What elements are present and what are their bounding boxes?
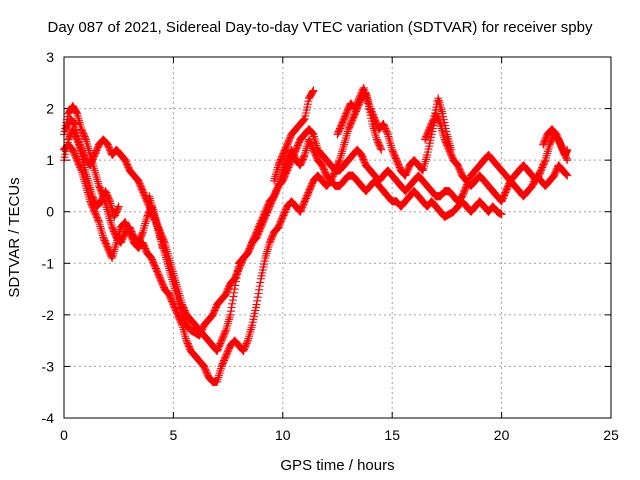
x-tick-label: 5: [170, 427, 178, 443]
series-track-d: [62, 83, 572, 252]
data-point: [228, 299, 237, 308]
data-point: [273, 183, 282, 192]
x-axis-label: GPS time / hours: [280, 457, 394, 474]
data-point: [243, 338, 252, 347]
y-tick-label: 0: [46, 204, 54, 220]
data-point: [335, 157, 344, 166]
plot-frame: [63, 56, 612, 419]
y-tick-label: 2: [46, 101, 54, 117]
data-point: [254, 289, 263, 298]
data-point: [253, 296, 262, 305]
y-tick-label: 3: [46, 49, 54, 65]
data-point: [383, 128, 392, 137]
x-tick-label: 25: [603, 427, 619, 443]
data-point: [114, 202, 123, 211]
data-point: [69, 118, 78, 127]
data-point: [230, 285, 239, 294]
data-point: [72, 108, 81, 117]
data-point: [177, 319, 186, 328]
data-point: [447, 145, 456, 154]
data-point: [497, 210, 506, 219]
data-point: [561, 170, 570, 179]
data-point: [308, 87, 317, 96]
data-point: [563, 171, 572, 180]
x-tick-label: 20: [494, 427, 510, 443]
data-point: [309, 86, 318, 95]
x-tick-label: 10: [275, 427, 291, 443]
data-series: [60, 83, 572, 386]
data-point: [232, 274, 241, 283]
y-tick-labels: -4 -3 -2 -1 0 1 2 3: [42, 49, 55, 426]
series-track-b: [60, 89, 572, 386]
data-point: [233, 270, 242, 279]
y-tick-label: -2: [42, 307, 55, 323]
data-point: [228, 296, 237, 305]
data-point: [562, 170, 571, 179]
data-point: [563, 145, 572, 154]
data-point: [138, 229, 147, 238]
x-tick-label: 0: [60, 427, 68, 443]
data-point: [563, 156, 572, 165]
data-point: [158, 243, 167, 252]
data-point: [308, 128, 317, 137]
data-point: [255, 282, 264, 291]
data-point: [418, 165, 427, 174]
data-point: [376, 144, 385, 153]
data-point: [377, 145, 386, 154]
y-tick-label: -1: [42, 255, 55, 271]
data-point: [226, 310, 235, 319]
chart-title: Day 087 of 2021, Sidereal Day-to-day VTE…: [48, 19, 593, 36]
data-point: [227, 303, 236, 312]
y-axis-label: SDTVAR / TECUs: [6, 177, 23, 297]
data-point: [233, 266, 242, 275]
y-tick-label: 1: [46, 152, 54, 168]
data-point: [540, 157, 549, 166]
data-point: [231, 277, 240, 286]
data-point: [114, 204, 123, 213]
data-point: [255, 285, 264, 294]
data-point: [230, 288, 239, 297]
data-point: [299, 116, 308, 125]
data-point: [221, 327, 230, 336]
data-point: [231, 281, 240, 290]
x-tick-label: 15: [384, 427, 400, 443]
y-tick-label: -3: [42, 358, 55, 374]
data-point: [429, 116, 438, 125]
data-point: [256, 278, 265, 287]
data-point: [253, 293, 262, 302]
data-point: [300, 152, 309, 161]
data-point: [70, 119, 79, 128]
y-tick-label: -4: [42, 410, 55, 426]
data-point: [229, 292, 238, 301]
data-point: [226, 307, 235, 316]
data-point: [252, 300, 261, 309]
x-tick-labels: 0 5 10 15 20 25: [60, 427, 619, 443]
data-point: [81, 134, 90, 143]
data-point: [234, 262, 243, 271]
data-point: [300, 115, 309, 124]
data-point: [94, 216, 103, 225]
data-point: [105, 195, 114, 204]
